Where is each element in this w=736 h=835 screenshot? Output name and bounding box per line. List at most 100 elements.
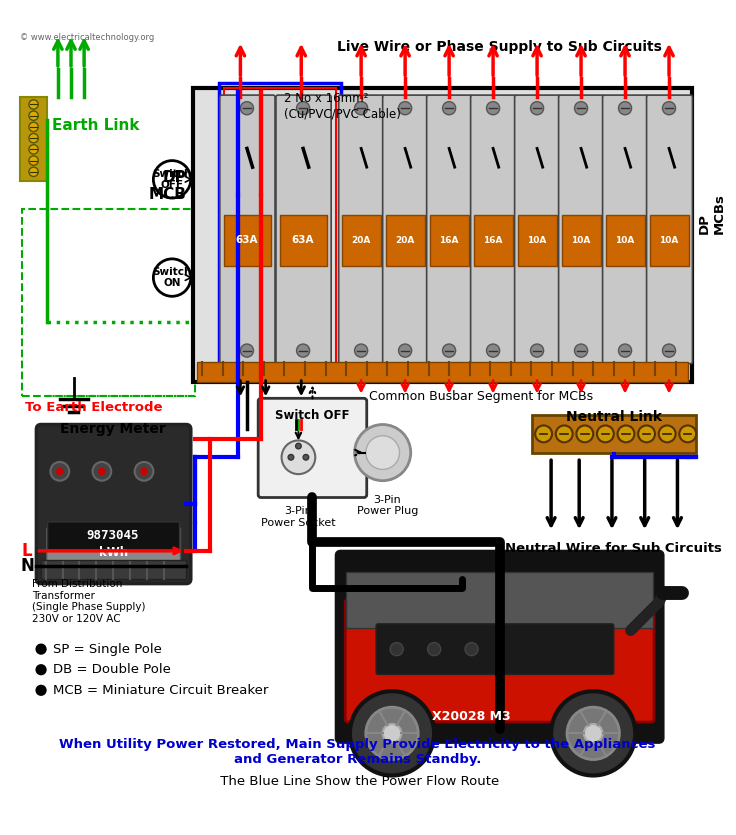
Circle shape	[350, 691, 434, 776]
Circle shape	[241, 102, 253, 114]
Circle shape	[551, 691, 635, 776]
Text: 2 No x 16mm²
(Cu/PVC/PVC Cable): 2 No x 16mm² (Cu/PVC/PVC Cable)	[284, 93, 401, 120]
Text: Neutral Wire for Sub Circuits: Neutral Wire for Sub Circuits	[506, 542, 722, 554]
Text: 3-Pin
Power Plug: 3-Pin Power Plug	[357, 494, 418, 516]
Circle shape	[303, 454, 308, 460]
Text: The Blue Line Show the Power Flow Route: The Blue Line Show the Power Flow Route	[216, 776, 499, 788]
Text: 10A: 10A	[659, 235, 679, 245]
Text: 10A: 10A	[571, 235, 591, 245]
Circle shape	[576, 426, 593, 443]
FancyBboxPatch shape	[532, 415, 696, 453]
Text: Switch
OFF: Switch OFF	[152, 169, 192, 190]
Circle shape	[366, 436, 400, 469]
FancyBboxPatch shape	[342, 215, 381, 266]
Circle shape	[297, 344, 310, 357]
Text: Switch OFF: Switch OFF	[275, 408, 350, 422]
Circle shape	[486, 102, 500, 114]
Text: When Utility Power Restored, Main Supply Provide Electricity to the Appliances
a: When Utility Power Restored, Main Supply…	[59, 738, 656, 766]
Circle shape	[355, 102, 368, 114]
FancyBboxPatch shape	[383, 95, 428, 364]
Circle shape	[575, 102, 587, 114]
FancyBboxPatch shape	[41, 560, 186, 579]
Text: Switch
ON: Switch ON	[152, 267, 192, 288]
FancyBboxPatch shape	[339, 95, 384, 364]
FancyBboxPatch shape	[280, 215, 328, 266]
FancyBboxPatch shape	[258, 398, 367, 498]
Text: 63A: 63A	[292, 235, 314, 245]
Text: Neutral Link: Neutral Link	[566, 411, 662, 424]
Circle shape	[662, 102, 676, 114]
Circle shape	[153, 259, 191, 296]
Circle shape	[366, 707, 418, 760]
Text: DB = Double Pole: DB = Double Pole	[53, 663, 171, 676]
FancyBboxPatch shape	[36, 424, 191, 584]
Circle shape	[556, 426, 573, 443]
Circle shape	[584, 724, 603, 742]
Circle shape	[93, 462, 111, 481]
Circle shape	[567, 707, 620, 760]
Circle shape	[597, 426, 614, 443]
Text: 20A: 20A	[352, 235, 371, 245]
Circle shape	[486, 344, 500, 357]
Text: Energy Meter: Energy Meter	[60, 422, 166, 436]
Circle shape	[390, 643, 403, 655]
Text: 10A: 10A	[615, 235, 634, 245]
Text: © www.electricaltechnology.org: © www.electricaltechnology.org	[21, 33, 155, 43]
Circle shape	[51, 462, 69, 481]
FancyBboxPatch shape	[220, 95, 275, 364]
FancyBboxPatch shape	[337, 552, 662, 741]
Text: MCB = Miniature Circuit Breaker: MCB = Miniature Circuit Breaker	[53, 684, 269, 696]
Text: Common Busbar Segment for MCBs: Common Busbar Segment for MCBs	[369, 390, 593, 403]
Circle shape	[35, 685, 46, 696]
FancyBboxPatch shape	[606, 215, 645, 266]
FancyBboxPatch shape	[518, 215, 556, 266]
Text: 3-Pin
Power Socket: 3-Pin Power Socket	[261, 506, 336, 528]
Circle shape	[288, 454, 294, 460]
Text: 20A: 20A	[395, 235, 415, 245]
Circle shape	[282, 440, 315, 474]
Circle shape	[383, 724, 401, 742]
Circle shape	[355, 344, 368, 357]
Circle shape	[98, 468, 106, 475]
Circle shape	[428, 643, 441, 655]
Circle shape	[35, 644, 46, 655]
FancyBboxPatch shape	[48, 522, 180, 550]
Circle shape	[618, 344, 631, 357]
Circle shape	[465, 643, 478, 655]
Text: From Distribution
Transformer
(Single Phase Supply)
230V or 120V AC: From Distribution Transformer (Single Ph…	[32, 579, 145, 624]
Circle shape	[29, 167, 38, 176]
FancyBboxPatch shape	[470, 95, 517, 364]
Text: SP = Single Pole: SP = Single Pole	[53, 643, 162, 655]
Circle shape	[153, 160, 191, 198]
Circle shape	[638, 426, 655, 443]
FancyBboxPatch shape	[562, 215, 601, 266]
Circle shape	[296, 443, 301, 449]
Circle shape	[618, 426, 634, 443]
Circle shape	[659, 426, 676, 443]
FancyBboxPatch shape	[559, 95, 604, 364]
FancyBboxPatch shape	[21, 97, 46, 181]
FancyBboxPatch shape	[475, 215, 513, 266]
Text: Live Wire or Phase Supply to Sub Circuits: Live Wire or Phase Supply to Sub Circuit…	[337, 40, 662, 54]
Circle shape	[679, 426, 696, 443]
Text: 9873045: 9873045	[87, 529, 139, 543]
Circle shape	[662, 344, 676, 357]
FancyBboxPatch shape	[193, 88, 693, 382]
Circle shape	[135, 462, 153, 481]
Text: DP
MCB: DP MCB	[148, 170, 186, 202]
FancyBboxPatch shape	[603, 95, 648, 364]
Text: 10A: 10A	[528, 235, 547, 245]
Circle shape	[442, 344, 456, 357]
FancyBboxPatch shape	[346, 572, 653, 628]
Text: X20028 M3: X20028 M3	[432, 710, 511, 723]
Circle shape	[442, 102, 456, 114]
Text: To Earth Electrode: To Earth Electrode	[25, 401, 163, 414]
FancyBboxPatch shape	[224, 215, 272, 266]
Circle shape	[29, 111, 38, 120]
Circle shape	[29, 99, 38, 109]
Circle shape	[535, 426, 552, 443]
FancyBboxPatch shape	[345, 600, 654, 722]
FancyBboxPatch shape	[514, 95, 561, 364]
FancyBboxPatch shape	[276, 95, 331, 364]
FancyBboxPatch shape	[376, 624, 614, 675]
